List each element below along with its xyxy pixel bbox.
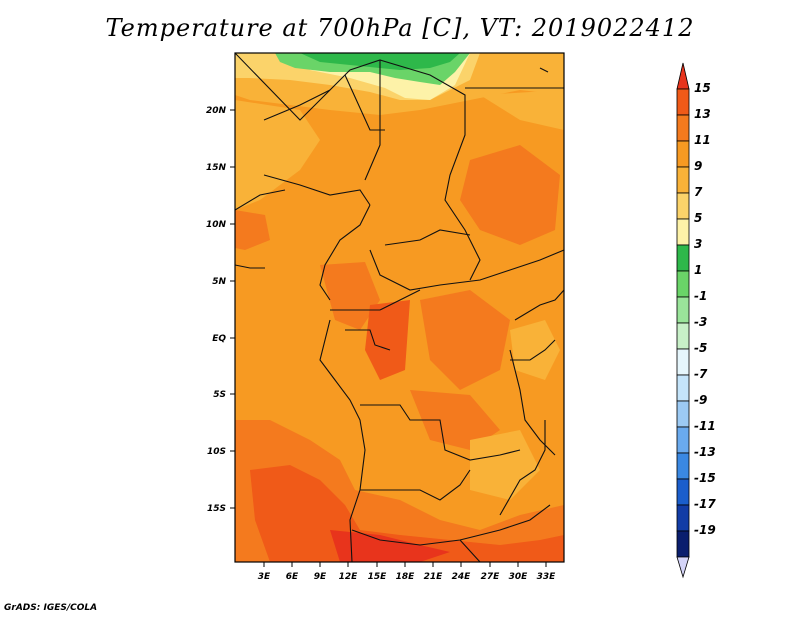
colorbar-segment <box>676 270 690 298</box>
colorbar-segment <box>676 244 690 272</box>
field-patch-congo <box>365 300 410 380</box>
colorbar-segment <box>676 530 690 558</box>
lon-label: 21E <box>424 572 444 582</box>
colorbar <box>676 62 690 579</box>
lat-ticks <box>230 109 235 509</box>
lon-label: 6E <box>286 572 299 582</box>
lat-label: 15N <box>206 163 227 173</box>
colorbar-level-label: 7 <box>694 185 703 199</box>
field-band-13to15 <box>250 465 564 562</box>
colorbar-level-label: 9 <box>694 159 702 173</box>
field-patch-sudan <box>460 145 560 245</box>
field-patch-zambia <box>470 430 540 500</box>
colorbar-bottom-arrow <box>676 556 690 579</box>
colorbar-level-label: -13 <box>694 445 716 459</box>
colorbar-segment <box>676 400 690 428</box>
colorbar-level-label: -17 <box>694 497 716 511</box>
colorbar-level-label: 5 <box>694 211 702 225</box>
colorbar-level-label: 1 <box>694 263 702 277</box>
field-patch-ne <box>480 90 564 130</box>
grads-credit: GrADS: IGES/COLA <box>4 603 98 613</box>
colorbar-level-label: -7 <box>694 367 708 381</box>
colorbar-level-label: -11 <box>694 419 716 433</box>
colorbar-segment <box>676 114 690 142</box>
lat-label: 10N <box>206 220 227 230</box>
colorbar-level-label: 3 <box>694 237 702 251</box>
colorbar-segment <box>676 166 690 194</box>
colorbar-segment <box>676 504 690 532</box>
colorbar-segment <box>676 140 690 168</box>
chart-title: Temperature at 700hPa [C], VT: 201902241… <box>105 14 695 42</box>
colorbar-level-label: 13 <box>694 107 711 121</box>
lon-label: 30E <box>509 572 529 582</box>
colorbar-level-label: -1 <box>694 289 707 303</box>
lat-label: 10S <box>207 447 226 457</box>
lon-label: 27E <box>481 572 501 582</box>
colorbar-segment <box>676 322 690 350</box>
colorbar-segment <box>676 426 690 454</box>
colorbar-segment <box>676 88 690 116</box>
colorbar-segment <box>676 218 690 246</box>
colorbar-segment <box>676 192 690 220</box>
colorbar-segment <box>676 296 690 324</box>
lon-label: 3E <box>258 572 271 582</box>
temperature-field <box>235 53 564 562</box>
lon-label: 15E <box>368 572 388 582</box>
lat-label: 5S <box>213 390 226 400</box>
colorbar-segment <box>676 348 690 376</box>
field-patch-lakes <box>510 320 560 380</box>
colorbar-level-label: -19 <box>694 523 716 537</box>
colorbar-top-arrow <box>676 62 690 90</box>
field-patch-cameroon <box>320 262 380 330</box>
field-patch-drc <box>420 290 510 390</box>
lon-label: 12E <box>339 572 359 582</box>
lon-label: 33E <box>537 572 557 582</box>
field-patch-west <box>235 100 320 210</box>
colorbar-level-label: -3 <box>694 315 707 329</box>
colorbar-segment <box>676 374 690 402</box>
colorbar-segment <box>676 452 690 480</box>
lat-label: 5N <box>212 277 226 287</box>
lat-label: 20N <box>206 106 227 116</box>
colorbar-level-label: -15 <box>694 471 716 485</box>
lat-label: EQ <box>212 334 226 344</box>
colorbar-segment <box>676 478 690 506</box>
lon-label: 18E <box>396 572 416 582</box>
colorbar-level-label: -9 <box>694 393 707 407</box>
lon-label: 24E <box>452 572 472 582</box>
colorbar-labels: 15 13 11 9 7 5 3 1 -1 -3 -5 -7 -9 -11 -1… <box>694 81 716 537</box>
colorbar-level-label: 11 <box>694 133 711 147</box>
field-patch-nigeria <box>235 210 270 250</box>
field-band-15plus <box>330 530 450 562</box>
country-borders <box>235 53 564 562</box>
map-frame <box>234 52 565 563</box>
lon-label: 9E <box>314 572 327 582</box>
lat-label: 15S <box>207 504 226 514</box>
field-patch-drc-south <box>410 390 500 450</box>
colorbar-level-label: -5 <box>694 341 707 355</box>
lon-ticks <box>263 562 547 567</box>
colorbar-level-label: 15 <box>694 81 711 95</box>
